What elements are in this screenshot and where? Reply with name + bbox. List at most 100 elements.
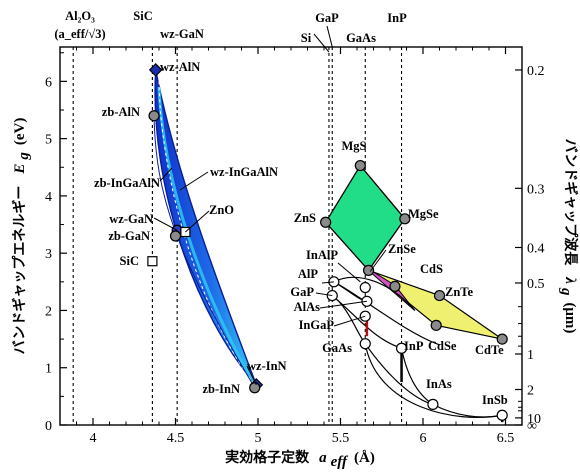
label-zb-gan: zb-GaN (108, 229, 150, 243)
label-gaas: GaAs (322, 341, 352, 355)
point-inas (427, 398, 439, 410)
right-tick-label: 0.2 (527, 64, 545, 79)
label-inalp: InAlP (306, 248, 338, 262)
label-wz-gan: wz-GaN (109, 212, 153, 226)
x-tick-label: 5.5 (332, 431, 350, 446)
point-znte (433, 289, 446, 302)
leader-line (333, 315, 366, 327)
leader-line (337, 262, 361, 283)
point-zns (320, 216, 332, 228)
label-zb-inn: zb-InN (202, 382, 240, 396)
label-wz-inn: wz-InN (247, 359, 287, 373)
label-insb: InSb (482, 393, 508, 407)
top-label-gaas: GaAs (346, 31, 376, 45)
label-mgse: MgSe (408, 207, 439, 221)
leader-zb-ingaaln (159, 167, 173, 182)
point-inp (395, 342, 408, 354)
y-axis-right-title: バンドギャップ波長 λ g (μm) (558, 139, 579, 334)
gap-connector (326, 25, 333, 48)
curve-gap-gaas (331, 295, 366, 345)
leader-line (185, 210, 210, 233)
point-zb-gan (169, 230, 182, 242)
curve-inalp (333, 276, 416, 311)
leader-line (369, 249, 387, 272)
leader-line (246, 365, 257, 386)
point-wz-aln (148, 63, 163, 77)
point-insb (496, 409, 508, 421)
svg-text:バンドギャップ波長 λ g: バンドギャップ波長 λ g (μm) (558, 139, 579, 334)
point-cdte (496, 333, 508, 345)
label-zb-ingaaln: zb-InGaAlN (94, 176, 160, 190)
label-sic: SiC (120, 254, 139, 268)
leader-line (321, 281, 334, 284)
right-tick-label: 0.5 (527, 277, 545, 292)
x-axis-title: 実効格子定数 a eff (Å) (225, 449, 375, 470)
point-inalp (359, 281, 371, 294)
top-label-inp: InP (387, 11, 407, 25)
si-connector (313, 33, 330, 53)
top-label-sic: SiC (133, 9, 152, 23)
label-wz-ingaaln: wz-InGaAlN (210, 165, 278, 179)
x-tick-label: 4.5 (167, 431, 185, 446)
region-wz-ingaaln-highlight (157, 87, 255, 383)
label-zns: ZnS (294, 211, 316, 225)
y-tick-label: 3 (45, 247, 52, 262)
top-label-gap: GaP (315, 11, 339, 25)
point-sic (147, 256, 158, 267)
right-tick-label: 0.3 (527, 182, 545, 197)
y-axis-left-title: バンドギャップエネルギー E g (eV) (11, 118, 32, 355)
y-axis-right: 0.2 0.3 0.4 0.5 1 2 10∞ (515, 64, 545, 434)
right-tick-label: ∞ (527, 419, 537, 434)
top-label-wz-gan: wz-GaN (160, 27, 204, 41)
reference-lines (72, 47, 403, 425)
label-wz-aln: wz-AlN (160, 60, 200, 74)
region-wz-ingaaln (154, 69, 258, 386)
point-cdse (430, 319, 442, 331)
x-tick-label: 6 (420, 431, 427, 446)
x-tick-label: 6.5 (497, 431, 515, 446)
label-znte: ZnTe (445, 285, 473, 299)
x-axis: 4 4.5 5 5.5 6 6.5 (76, 47, 523, 446)
point-gaas (359, 338, 371, 350)
point-cds (389, 280, 401, 292)
y-tick-label: 4 (45, 190, 52, 205)
right-tick-label: 1 (527, 348, 534, 363)
top-sublabel-al2o3: (a_eff/√3) (54, 27, 105, 41)
point-mgse (399, 213, 411, 225)
point-znse (362, 264, 375, 276)
y-axis-left: 0 1 2 3 4 5 6 (45, 52, 67, 434)
y-tick-label: 2 (45, 304, 52, 319)
label-cds: CdS (420, 262, 443, 276)
label-mgs: MgS (342, 139, 367, 153)
label-zb-aln: zb-AlN (102, 105, 140, 119)
x-tick-label: 5 (255, 431, 262, 446)
top-label-al-o: Al₂O₃ (65, 9, 95, 23)
label-cdte: CdTe (475, 343, 504, 357)
y-tick-label: 1 (45, 362, 52, 377)
label-znse: ZnSe (388, 242, 416, 256)
right-tick-label: 10 (527, 412, 541, 427)
curve-gaas-insb (364, 343, 503, 418)
material-labels: wz-AlN zb-AlN wz-GaN zb-GaN ZnO SiC wz-InN zb-I… (94, 60, 508, 407)
label-zno: ZnO (209, 203, 234, 217)
svg-text:バンドギャップエネルギー E g: バンドギャップエネルギー E g (eV) (11, 118, 32, 355)
label-inas: InAs (426, 377, 452, 391)
label-cdse: CdSe (428, 339, 457, 353)
point-zb-inn (249, 382, 261, 394)
leader-line (153, 217, 178, 231)
point-mgs (354, 159, 366, 172)
label-ingap: InGaP (299, 318, 335, 332)
leader-line (319, 300, 367, 309)
label-gap: GaP (290, 285, 314, 299)
point-zb-aln (148, 110, 160, 122)
right-tick-label: 2 (527, 383, 534, 398)
label-inp: InP (404, 339, 424, 353)
label-alas: AlAs (294, 300, 321, 314)
x-tick-label: 4 (90, 431, 97, 446)
label-alp: AlP (298, 267, 319, 281)
leader-line (315, 292, 333, 297)
curve-gaas-inas (364, 343, 434, 405)
y-tick-label: 0 (45, 419, 52, 434)
